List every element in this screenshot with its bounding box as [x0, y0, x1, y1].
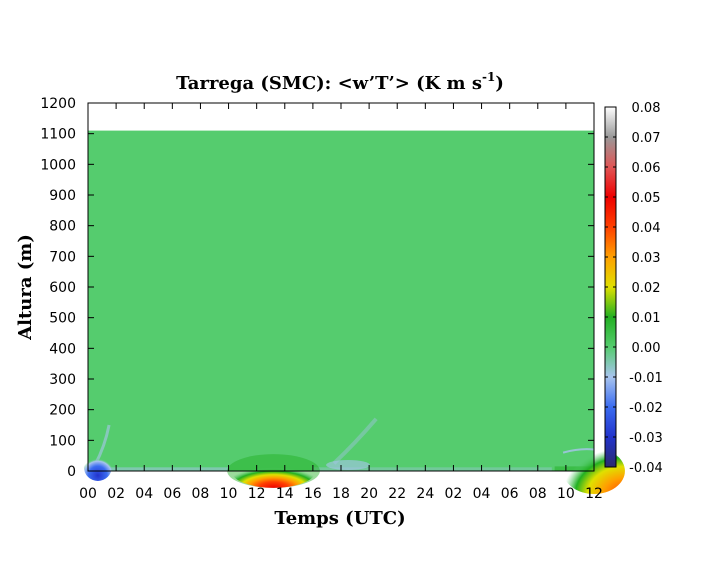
x-tick-label: 14	[276, 486, 294, 502]
y-tick-label: 300	[49, 372, 76, 388]
x-tick-label: 18	[332, 486, 350, 502]
x-tick-label: 22	[388, 486, 406, 502]
y-tick-label: 100	[49, 433, 76, 449]
x-tick-label: 02	[107, 486, 125, 502]
weak-negative-band	[95, 467, 229, 471]
flux-edge-streak	[562, 448, 595, 454]
colorbar: 0.08 0.07 0.06 0.05 0.04 0.03 0.02 0.01 0.00 -0.0…	[604, 101, 663, 476]
x-tick-label: 16	[304, 486, 322, 502]
colorbar-label: 0.03	[632, 251, 661, 266]
x-tick-label: 20	[360, 486, 378, 502]
x-tick-label: 06	[501, 486, 519, 502]
colorbar-label: -0.01	[629, 371, 663, 386]
x-tick-label: 12	[585, 486, 603, 502]
x-tick-label: 24	[416, 486, 434, 502]
colorbar-label: 0.07	[632, 131, 661, 146]
x-axis-title: Temps (UTC)	[274, 508, 405, 529]
colorbar-label: -0.02	[629, 401, 663, 416]
y-tick-label: 200	[49, 403, 76, 419]
x-tick-label: 06	[163, 486, 181, 502]
y-tick-label: 800	[49, 219, 76, 235]
y-tick-label: 1000	[40, 157, 76, 173]
negative-flux-blob	[83, 453, 112, 481]
colorbar-label: 0.00	[632, 341, 661, 356]
y-tick-label: 700	[49, 249, 76, 265]
x-tick-label: 02	[445, 486, 463, 502]
weak-negative-plume-2	[332, 417, 378, 465]
y-tick-label: 0	[67, 464, 76, 480]
y-axis-title: Altura (m)	[15, 234, 36, 341]
chart-title: Tarrega (SMC): <w’T’> (K m s-1)	[176, 70, 504, 94]
colorbar-label: -0.03	[629, 431, 663, 446]
x-tick-label: 04	[473, 486, 491, 502]
colorbar-label: 0.04	[632, 221, 661, 236]
colorbar-label: 0.08	[632, 101, 661, 116]
weak-negative-band-night	[312, 467, 552, 471]
colorbar-label: 0.05	[632, 191, 661, 206]
x-tick-label: 08	[192, 486, 210, 502]
weak-flux-ripple	[326, 460, 371, 470]
colorbar-label: -0.04	[629, 461, 663, 476]
x-tick-label: 00	[79, 486, 97, 502]
y-tick-label: 600	[49, 280, 76, 296]
plot-area	[83, 102, 625, 494]
y-tick-label: 1200	[40, 96, 76, 112]
x-tick-label: 10	[220, 486, 238, 502]
data-field	[88, 130, 594, 471]
x-tick-label: 10	[557, 486, 575, 502]
y-tick-label: 1100	[40, 127, 76, 143]
colorbar-label: 0.06	[632, 161, 661, 176]
x-tick-label: 12	[248, 486, 266, 502]
x-tick-label: 08	[529, 486, 547, 502]
x-tick-label: 04	[135, 486, 153, 502]
colorbar-label: 0.01	[632, 311, 661, 326]
y-tick-label: 400	[49, 341, 76, 357]
colorbar-label: 0.02	[632, 281, 661, 296]
y-tick-label: 500	[49, 311, 76, 327]
y-tick-label: 900	[49, 188, 76, 204]
